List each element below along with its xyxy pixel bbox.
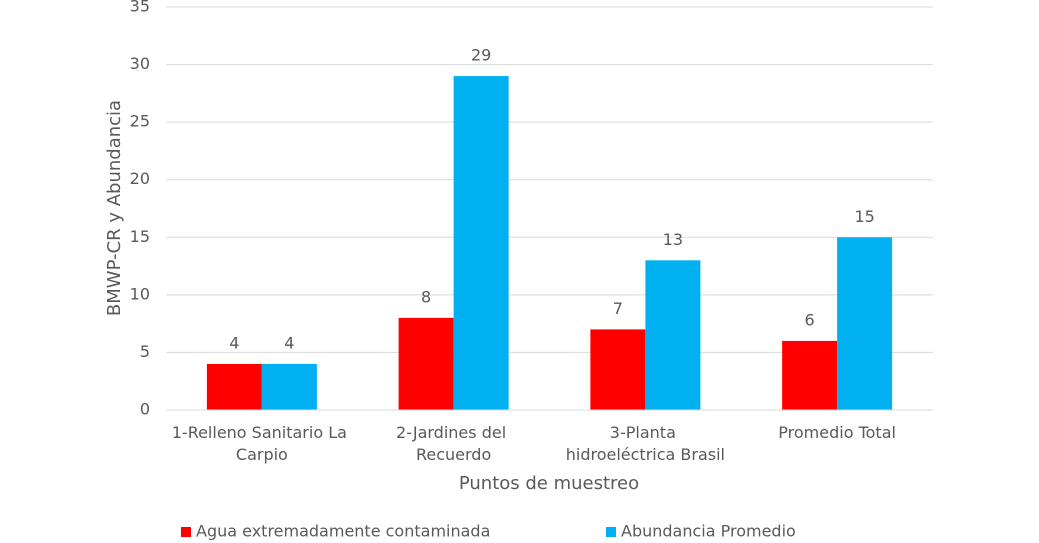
bar xyxy=(206,363,262,410)
legend-swatch xyxy=(606,527,616,537)
y-tick-label: 25 xyxy=(130,112,150,131)
y-axis-title: BMWP-CR y Abundancia xyxy=(104,100,125,316)
value-label: 7 xyxy=(613,299,623,318)
y-tick-label: 20 xyxy=(130,169,150,188)
x-tick-label: 1-Relleno Sanitario La Carpio xyxy=(172,423,352,464)
y-tick-label: 15 xyxy=(130,227,150,246)
bar xyxy=(645,260,701,410)
value-label: 29 xyxy=(471,46,491,65)
bar xyxy=(453,76,509,410)
value-label: 4 xyxy=(229,333,239,352)
bar xyxy=(837,237,893,410)
value-label: 8 xyxy=(421,287,431,306)
y-tick-label: 35 xyxy=(130,0,150,16)
y-tick-label: 5 xyxy=(140,342,150,361)
x-tick-label: 3-Planta hidroeléctrica Brasil xyxy=(566,423,725,464)
value-label: 15 xyxy=(854,207,874,226)
bar xyxy=(782,340,838,410)
value-label: 4 xyxy=(284,333,294,352)
value-label: 6 xyxy=(805,310,815,329)
y-tick-label: 0 xyxy=(140,400,150,419)
legend-label: Abundancia Promedio xyxy=(621,522,796,541)
y-tick-label: 30 xyxy=(130,54,150,73)
x-axis-title: Puntos de muestreo xyxy=(459,473,639,494)
bar xyxy=(261,363,317,410)
y-tick-label: 10 xyxy=(130,284,150,303)
x-tick-label: Promedio Total xyxy=(778,423,896,442)
bar xyxy=(590,329,646,410)
value-label: 13 xyxy=(663,230,683,249)
legend-swatch xyxy=(181,527,191,537)
legend-label: Agua extremadamente contaminada xyxy=(196,522,490,541)
x-tick-label: 2-Jardines del Recuerdo xyxy=(396,423,511,464)
bar xyxy=(398,317,454,410)
